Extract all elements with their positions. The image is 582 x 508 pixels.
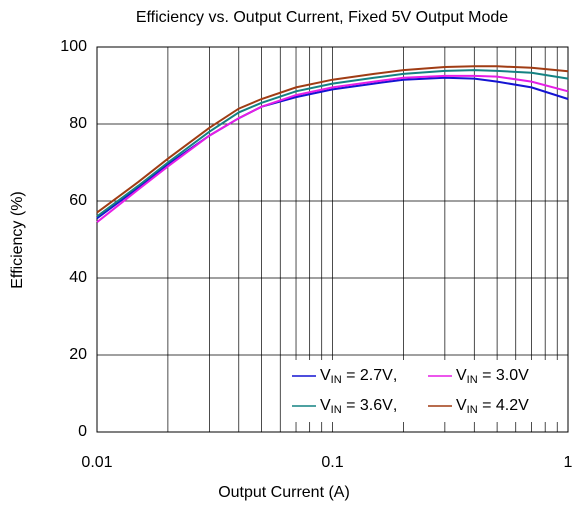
chart-title: Efficiency vs. Output Current, Fixed 5V …	[136, 9, 508, 26]
y-axis-label: Efficiency (%)	[9, 191, 26, 289]
legend-label: VIN = 4.2V	[456, 397, 529, 416]
legend-separator: ,	[393, 397, 397, 414]
y-tick-label: 0	[78, 423, 87, 440]
legend-label: VIN = 3.6V	[320, 397, 393, 416]
legend-label: VIN = 3.0V	[456, 367, 529, 386]
series-line	[96, 69, 569, 218]
series-line	[96, 74, 569, 223]
legend-box	[286, 360, 566, 422]
y-tick-label: 20	[69, 346, 87, 363]
y-tick-label: 100	[60, 38, 87, 55]
y-tick-label: 60	[69, 192, 87, 209]
y-tick-label: 40	[69, 269, 87, 286]
legend-label: VIN = 2.7V	[320, 367, 393, 386]
x-tick-label: 0.01	[81, 454, 112, 471]
x-tick-label: 0.1	[321, 454, 343, 471]
legend-separator: ,	[393, 367, 397, 384]
series-line	[96, 65, 569, 214]
x-axis-label: Output Current (A)	[218, 484, 350, 501]
y-tick-label: 80	[69, 115, 87, 132]
series-line	[96, 76, 569, 220]
x-tick-label: 1	[564, 454, 573, 471]
